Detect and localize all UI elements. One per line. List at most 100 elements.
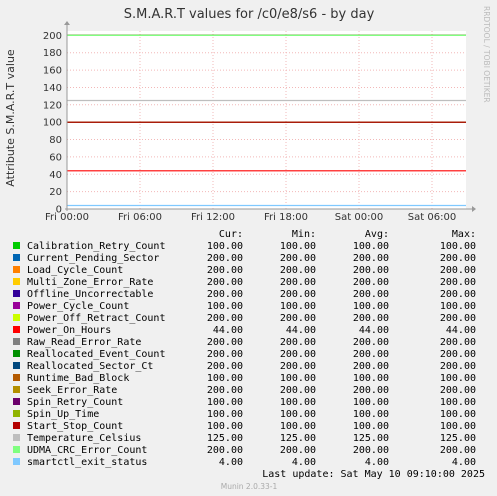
y-tick-label: 140 xyxy=(43,83,62,94)
legend-min: 100.00 xyxy=(280,301,316,312)
legend-row: Raw_Read_Error_Rate 200.00 200.00 200.00 200… xyxy=(13,337,476,348)
legend-cur: 200.00 xyxy=(207,349,243,360)
legend-avg: 100.00 xyxy=(353,301,389,312)
x-tick-label: Fri 06:00 xyxy=(118,212,162,223)
legend-cur: 4.00 xyxy=(219,457,243,468)
legend: Cur: Min: Avg: Max: Calibration_Retry_Count 1… xyxy=(13,229,476,468)
legend-min: 4.00 xyxy=(292,457,316,468)
legend-series-name: UDMA_CRC_Error_Count xyxy=(27,445,147,456)
legend-column-header: Min: xyxy=(292,229,316,240)
legend-max: 200.00 xyxy=(440,289,476,300)
axis-layer: 0 20 40 60 80 100 120 140 160 180 200 Fri 00:00 Fri … xyxy=(43,21,476,223)
chart-title: S.M.A.R.T values for /c0/e8/s6 - by day xyxy=(124,7,375,22)
legend-swatch xyxy=(13,398,20,405)
legend-swatch xyxy=(13,290,20,297)
legend-series-name: Start_Stop_Count xyxy=(27,421,123,432)
legend-max: 200.00 xyxy=(440,265,476,276)
legend-row: smartctl_exit_status 4.00 4.00 4.00 4.00 xyxy=(13,457,476,468)
legend-avg: 100.00 xyxy=(353,397,389,408)
last-update: Last update: Sat May 10 09:10:00 2025 xyxy=(262,469,485,480)
legend-swatch xyxy=(13,278,20,285)
legend-avg: 100.00 xyxy=(353,373,389,384)
legend-swatch xyxy=(13,266,20,273)
legend-series-name: Runtime_Bad_Block xyxy=(27,373,129,384)
legend-min: 125.00 xyxy=(280,433,316,444)
legend-avg: 200.00 xyxy=(353,253,389,264)
legend-avg: 200.00 xyxy=(353,361,389,372)
legend-max: 200.00 xyxy=(440,349,476,360)
legend-series-name: Offline_Uncorrectable xyxy=(27,289,153,300)
legend-row: Multi_Zone_Error_Rate 200.00 200.00 200.00 2… xyxy=(13,277,476,288)
legend-max: 200.00 xyxy=(440,445,476,456)
legend-cur: 200.00 xyxy=(207,385,243,396)
y-tick-label: 160 xyxy=(43,66,62,77)
legend-swatch xyxy=(13,374,20,381)
legend-max: 44.00 xyxy=(446,325,476,336)
legend-cur: 100.00 xyxy=(207,409,243,420)
y-tick-label: 20 xyxy=(49,187,62,198)
legend-max: 125.00 xyxy=(440,433,476,444)
legend-swatch xyxy=(13,242,20,249)
legend-series-name: Current_Pending_Sector xyxy=(27,253,159,264)
legend-column-header: Max: xyxy=(452,229,476,240)
x-tick-label: Sat 00:00 xyxy=(335,212,383,223)
legend-cur: 200.00 xyxy=(207,361,243,372)
legend-series-name: Seek_Error_Rate xyxy=(27,385,117,396)
legend-avg: 100.00 xyxy=(353,421,389,432)
legend-max: 100.00 xyxy=(440,241,476,252)
legend-cur: 100.00 xyxy=(207,397,243,408)
legend-min: 200.00 xyxy=(280,313,316,324)
legend-swatch xyxy=(13,422,20,429)
legend-max: 4.00 xyxy=(452,457,476,468)
y-tick-label: 200 xyxy=(43,31,62,42)
legend-min: 200.00 xyxy=(280,289,316,300)
y-tick-label: 100 xyxy=(43,118,62,129)
legend-min: 100.00 xyxy=(280,373,316,384)
legend-min: 100.00 xyxy=(280,421,316,432)
plot-area xyxy=(67,31,466,209)
legend-swatch xyxy=(13,350,20,357)
legend-avg: 200.00 xyxy=(353,445,389,456)
side-label: RRDTOOL / TOBI OETIKER xyxy=(482,6,491,103)
y-tick-label: 120 xyxy=(43,100,62,111)
y-tick-label: 60 xyxy=(49,152,62,163)
legend-avg: 200.00 xyxy=(353,385,389,396)
legend-cur: 200.00 xyxy=(207,337,243,348)
legend-swatch xyxy=(13,386,20,393)
legend-cur: 100.00 xyxy=(207,241,243,252)
legend-cur: 200.00 xyxy=(207,289,243,300)
legend-row: Spin_Retry_Count 100.00 100.00 100.00 100.00 xyxy=(13,397,476,408)
legend-cur: 200.00 xyxy=(207,313,243,324)
legend-swatch xyxy=(13,314,20,321)
footer: Munin 2.0.33-1 xyxy=(221,482,278,491)
legend-row: Power_On_Hours 44.00 44.00 44.00 44.00 xyxy=(13,325,476,336)
legend-avg: 100.00 xyxy=(353,241,389,252)
x-tick-label: Fri 18:00 xyxy=(264,212,308,223)
legend-row: Temperature_Celsius 125.00 125.00 125.00 125… xyxy=(13,433,476,444)
legend-series-name: Calibration_Retry_Count xyxy=(27,241,165,252)
legend-min: 200.00 xyxy=(280,349,316,360)
legend-row: Calibration_Retry_Count 100.00 100.00 100.0… xyxy=(13,241,476,252)
y-tick-label: 80 xyxy=(49,135,62,146)
x-axis-arrow xyxy=(472,206,476,212)
legend-cur: 200.00 xyxy=(207,265,243,276)
legend-avg: 200.00 xyxy=(353,277,389,288)
legend-series-name: Power_On_Hours xyxy=(27,325,111,336)
y-tick-label: 0 xyxy=(56,205,62,216)
legend-row: Reallocated_Event_Count 200.00 200.00 200.0… xyxy=(13,349,476,360)
legend-row: Power_Cycle_Count 100.00 100.00 100.00 100.0… xyxy=(13,301,476,312)
legend-series-name: Multi_Zone_Error_Rate xyxy=(27,277,153,288)
legend-cur: 200.00 xyxy=(207,277,243,288)
legend-min: 200.00 xyxy=(280,277,316,288)
legend-series-name: Spin_Up_Time xyxy=(27,409,99,420)
legend-avg: 4.00 xyxy=(365,457,389,468)
legend-swatch xyxy=(13,410,20,417)
legend-avg: 200.00 xyxy=(353,349,389,360)
legend-column-header: Avg: xyxy=(365,229,389,240)
legend-row: Reallocated_Sector_Ct 200.00 200.00 200.00 2… xyxy=(13,361,476,372)
legend-avg: 200.00 xyxy=(353,337,389,348)
legend-max: 200.00 xyxy=(440,277,476,288)
legend-min: 200.00 xyxy=(280,337,316,348)
y-tick-label: 40 xyxy=(49,170,62,181)
legend-cur: 100.00 xyxy=(207,421,243,432)
